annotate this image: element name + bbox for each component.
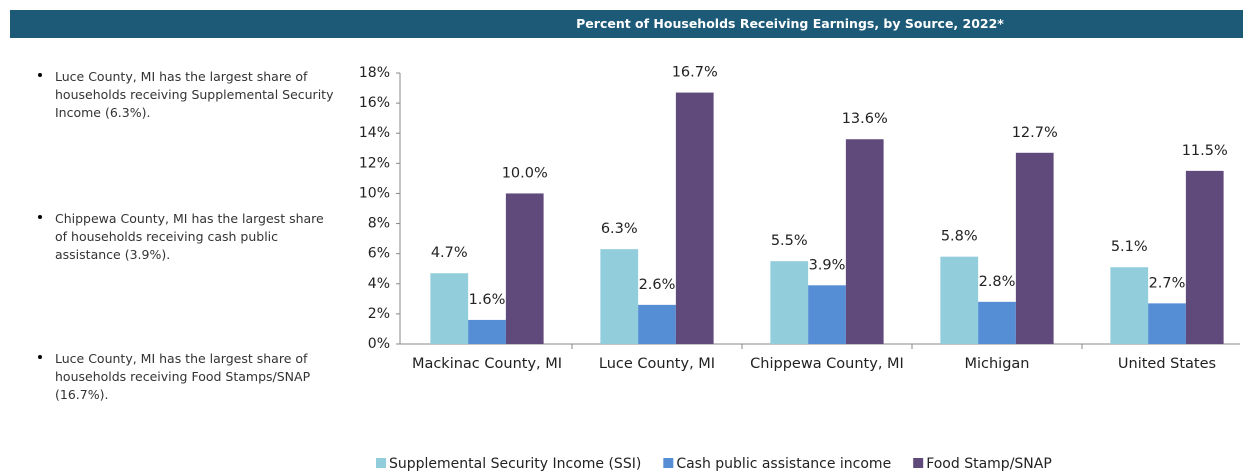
legend-label: Food Stamp/SNAP (926, 456, 1052, 472)
bar (505, 193, 544, 344)
value-label: 2.8% (979, 274, 1016, 290)
value-label: 16.7% (672, 65, 718, 81)
y-tick-label: 10% (359, 185, 390, 201)
y-tick-label: 12% (359, 155, 390, 171)
value-label: 2.7% (1149, 275, 1186, 291)
bullet: Luce County, MI has the largest share of… (38, 350, 338, 404)
bullet: Luce County, MI has the largest share of… (38, 68, 338, 122)
y-tick-label: 2% (368, 306, 390, 322)
bar (1015, 152, 1054, 344)
legend-swatch (376, 458, 386, 468)
value-label: 11.5% (1182, 143, 1228, 159)
value-label: 5.5% (771, 233, 808, 249)
bar (940, 256, 979, 344)
y-tick-label: 16% (359, 95, 390, 111)
legend-label: Cash public assistance income (676, 456, 891, 472)
y-tick-label: 14% (359, 125, 390, 141)
bar (845, 139, 884, 344)
y-tick-label: 18% (359, 65, 390, 81)
value-label: 4.7% (431, 245, 468, 261)
value-label: 5.1% (1111, 239, 1148, 255)
y-tick-label: 0% (368, 336, 390, 352)
value-label: 3.9% (809, 257, 846, 273)
x-tick-label: Chippewa County, MI (750, 356, 904, 372)
bar (468, 319, 506, 344)
legend-swatch (913, 458, 924, 468)
value-label: 12.7% (1012, 125, 1058, 141)
legend-swatch (663, 458, 674, 468)
value-label: 1.6% (469, 292, 506, 308)
value-label: 10.0% (502, 165, 548, 181)
y-tick-label: 6% (368, 246, 390, 262)
bar (600, 249, 639, 344)
value-label: 6.3% (601, 221, 638, 237)
x-tick-label: Luce County, MI (599, 356, 715, 372)
y-tick-label: 8% (368, 216, 390, 232)
bar (1148, 303, 1186, 344)
x-tick-label: Mackinac County, MI (412, 356, 562, 372)
y-tick-label: 4% (368, 276, 390, 292)
x-tick-label: Michigan (964, 356, 1029, 372)
value-label: 2.6% (639, 277, 676, 293)
bar (978, 301, 1016, 344)
bar (638, 304, 676, 344)
title-bar (10, 10, 1243, 38)
x-tick-label: United States (1118, 356, 1216, 372)
bar (808, 285, 846, 344)
bar (430, 273, 469, 344)
value-label: 5.8% (941, 229, 978, 245)
legend-label: Supplemental Security Income (SSI) (389, 456, 641, 472)
bar (675, 92, 714, 344)
bar (1185, 170, 1224, 344)
bullet: Chippewa County, MI has the largest shar… (38, 210, 338, 264)
bar (770, 261, 809, 344)
bar (1110, 267, 1149, 344)
chart-title: Percent of Households Receiving Earnings… (576, 16, 1004, 31)
value-label: 13.6% (842, 111, 888, 127)
